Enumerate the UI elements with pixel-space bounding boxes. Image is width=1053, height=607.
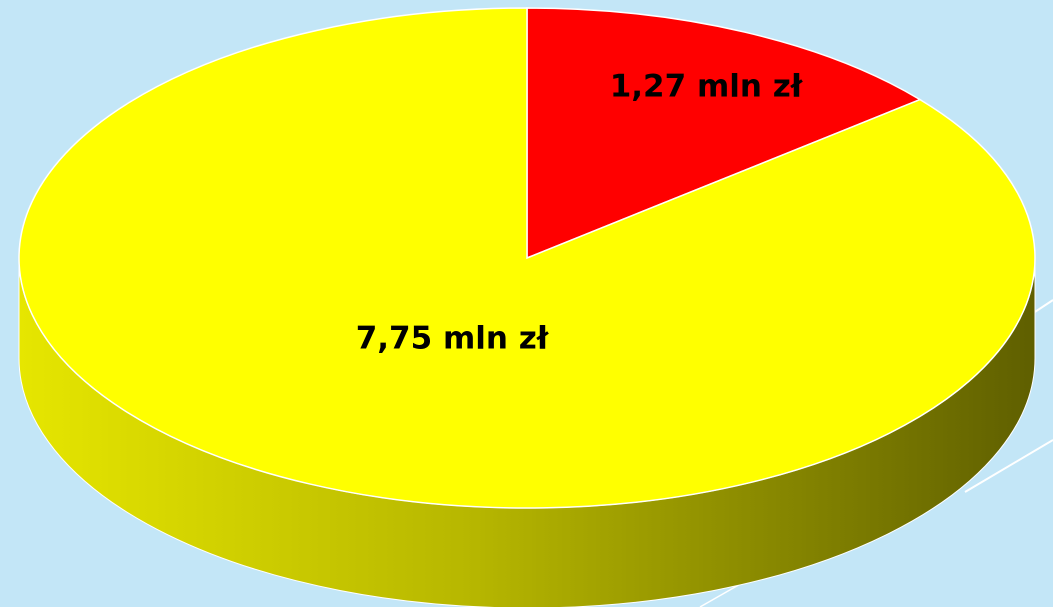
pie-slice	[18, 7, 1036, 509]
pie-top-face	[18, 7, 1036, 509]
pie-slice	[526, 7, 922, 260]
decorative-line	[964, 439, 1053, 493]
pie-labels: 1,27 mln zł 7,75 mln zł	[356, 69, 804, 357]
pie-data-label: 7,75 mln zł	[356, 321, 550, 357]
pie-data-label: 1,27 mln zł	[610, 69, 804, 105]
